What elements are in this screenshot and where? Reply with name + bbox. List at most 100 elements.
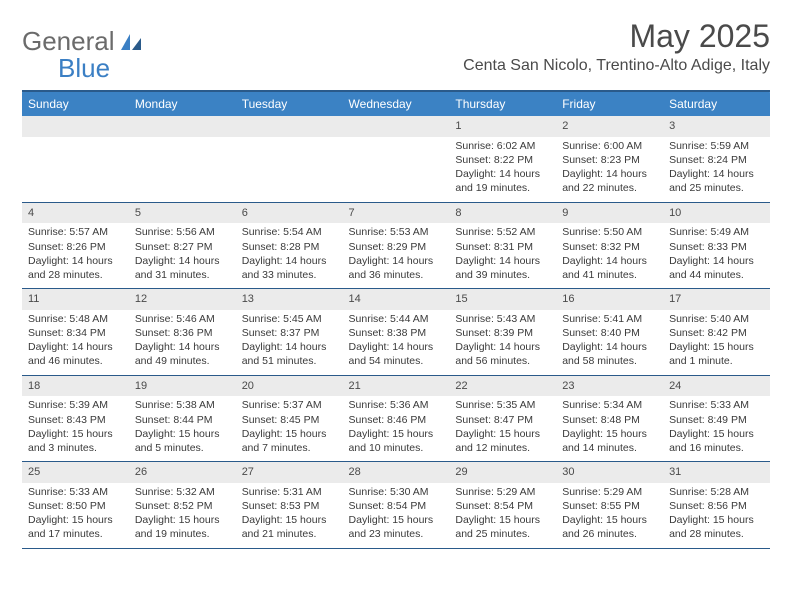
sunrise-text: Sunrise: 5:38 AM <box>135 398 230 412</box>
day-number: 10 <box>663 203 770 224</box>
day-number: 20 <box>236 376 343 397</box>
sunrise-text: Sunrise: 5:57 AM <box>28 225 123 239</box>
daylight-text: Daylight: 14 hours and 49 minutes. <box>135 340 230 368</box>
sunset-text: Sunset: 8:54 PM <box>455 499 550 513</box>
calendar-cell: 17Sunrise: 5:40 AMSunset: 8:42 PMDayligh… <box>663 289 770 376</box>
day-number: 12 <box>129 289 236 310</box>
sunset-text: Sunset: 8:55 PM <box>562 499 657 513</box>
day-detail: Sunrise: 5:53 AMSunset: 8:29 PMDaylight:… <box>343 223 450 288</box>
sunset-text: Sunset: 8:49 PM <box>669 413 764 427</box>
day-header-saturday: Saturday <box>663 91 770 116</box>
day-number: 1 <box>449 116 556 137</box>
day-detail: Sunrise: 5:35 AMSunset: 8:47 PMDaylight:… <box>449 396 556 461</box>
day-detail <box>22 137 129 199</box>
day-detail: Sunrise: 5:33 AMSunset: 8:50 PMDaylight:… <box>22 483 129 548</box>
calendar-cell: 18Sunrise: 5:39 AMSunset: 8:43 PMDayligh… <box>22 375 129 462</box>
day-number: 22 <box>449 376 556 397</box>
calendar-cell: 24Sunrise: 5:33 AMSunset: 8:49 PMDayligh… <box>663 375 770 462</box>
calendar-cell: 30Sunrise: 5:29 AMSunset: 8:55 PMDayligh… <box>556 462 663 549</box>
daylight-text: Daylight: 14 hours and 39 minutes. <box>455 254 550 282</box>
calendar-cell: 27Sunrise: 5:31 AMSunset: 8:53 PMDayligh… <box>236 462 343 549</box>
day-number: 19 <box>129 376 236 397</box>
daylight-text: Daylight: 14 hours and 36 minutes. <box>349 254 444 282</box>
sunrise-text: Sunrise: 5:32 AM <box>135 485 230 499</box>
day-number: 21 <box>343 376 450 397</box>
daylight-text: Daylight: 15 hours and 25 minutes. <box>455 513 550 541</box>
day-number: 17 <box>663 289 770 310</box>
daylight-text: Daylight: 15 hours and 21 minutes. <box>242 513 337 541</box>
day-detail: Sunrise: 5:50 AMSunset: 8:32 PMDaylight:… <box>556 223 663 288</box>
daylight-text: Daylight: 14 hours and 51 minutes. <box>242 340 337 368</box>
day-number: 14 <box>343 289 450 310</box>
sunset-text: Sunset: 8:52 PM <box>135 499 230 513</box>
calendar-cell: 21Sunrise: 5:36 AMSunset: 8:46 PMDayligh… <box>343 375 450 462</box>
sunset-text: Sunset: 8:26 PM <box>28 240 123 254</box>
daylight-text: Daylight: 14 hours and 22 minutes. <box>562 167 657 195</box>
calendar-page: General May 2025 Centa San Nicolo, Trent… <box>0 0 792 567</box>
sunrise-text: Sunrise: 5:29 AM <box>562 485 657 499</box>
sunset-text: Sunset: 8:54 PM <box>349 499 444 513</box>
day-detail: Sunrise: 5:38 AMSunset: 8:44 PMDaylight:… <box>129 396 236 461</box>
calendar-body: 1Sunrise: 6:02 AMSunset: 8:22 PMDaylight… <box>22 116 770 548</box>
sunset-text: Sunset: 8:56 PM <box>669 499 764 513</box>
day-number: 30 <box>556 462 663 483</box>
sunset-text: Sunset: 8:28 PM <box>242 240 337 254</box>
sunrise-text: Sunrise: 5:41 AM <box>562 312 657 326</box>
day-detail: Sunrise: 5:31 AMSunset: 8:53 PMDaylight:… <box>236 483 343 548</box>
day-number: 4 <box>22 203 129 224</box>
calendar-week-row: 18Sunrise: 5:39 AMSunset: 8:43 PMDayligh… <box>22 375 770 462</box>
sunrise-text: Sunrise: 5:50 AM <box>562 225 657 239</box>
calendar-cell: 31Sunrise: 5:28 AMSunset: 8:56 PMDayligh… <box>663 462 770 549</box>
day-number: 27 <box>236 462 343 483</box>
calendar-cell: 15Sunrise: 5:43 AMSunset: 8:39 PMDayligh… <box>449 289 556 376</box>
sunset-text: Sunset: 8:22 PM <box>455 153 550 167</box>
sunset-text: Sunset: 8:50 PM <box>28 499 123 513</box>
sunrise-text: Sunrise: 5:49 AM <box>669 225 764 239</box>
sunset-text: Sunset: 8:36 PM <box>135 326 230 340</box>
calendar-cell: 20Sunrise: 5:37 AMSunset: 8:45 PMDayligh… <box>236 375 343 462</box>
calendar-cell: 3Sunrise: 5:59 AMSunset: 8:24 PMDaylight… <box>663 116 770 202</box>
sunset-text: Sunset: 8:48 PM <box>562 413 657 427</box>
calendar-week-row: 1Sunrise: 6:02 AMSunset: 8:22 PMDaylight… <box>22 116 770 202</box>
day-detail: Sunrise: 5:41 AMSunset: 8:40 PMDaylight:… <box>556 310 663 375</box>
day-detail: Sunrise: 5:33 AMSunset: 8:49 PMDaylight:… <box>663 396 770 461</box>
day-number <box>129 116 236 137</box>
day-detail: Sunrise: 5:30 AMSunset: 8:54 PMDaylight:… <box>343 483 450 548</box>
day-detail <box>129 137 236 199</box>
day-detail: Sunrise: 5:54 AMSunset: 8:28 PMDaylight:… <box>236 223 343 288</box>
calendar-cell: 13Sunrise: 5:45 AMSunset: 8:37 PMDayligh… <box>236 289 343 376</box>
day-number: 18 <box>22 376 129 397</box>
day-number: 16 <box>556 289 663 310</box>
day-detail: Sunrise: 5:39 AMSunset: 8:43 PMDaylight:… <box>22 396 129 461</box>
sunrise-text: Sunrise: 5:52 AM <box>455 225 550 239</box>
sunset-text: Sunset: 8:44 PM <box>135 413 230 427</box>
sunrise-text: Sunrise: 5:33 AM <box>669 398 764 412</box>
daylight-text: Daylight: 15 hours and 7 minutes. <box>242 427 337 455</box>
sunset-text: Sunset: 8:27 PM <box>135 240 230 254</box>
day-number: 9 <box>556 203 663 224</box>
day-detail: Sunrise: 5:59 AMSunset: 8:24 PMDaylight:… <box>663 137 770 202</box>
day-detail: Sunrise: 6:02 AMSunset: 8:22 PMDaylight:… <box>449 137 556 202</box>
day-header-monday: Monday <box>129 91 236 116</box>
day-number <box>236 116 343 137</box>
calendar-week-row: 11Sunrise: 5:48 AMSunset: 8:34 PMDayligh… <box>22 289 770 376</box>
calendar-cell: 23Sunrise: 5:34 AMSunset: 8:48 PMDayligh… <box>556 375 663 462</box>
daylight-text: Daylight: 15 hours and 23 minutes. <box>349 513 444 541</box>
daylight-text: Daylight: 14 hours and 46 minutes. <box>28 340 123 368</box>
day-detail: Sunrise: 5:40 AMSunset: 8:42 PMDaylight:… <box>663 310 770 375</box>
sunrise-text: Sunrise: 5:39 AM <box>28 398 123 412</box>
day-detail: Sunrise: 5:28 AMSunset: 8:56 PMDaylight:… <box>663 483 770 548</box>
sunrise-text: Sunrise: 5:30 AM <box>349 485 444 499</box>
calendar-cell: 28Sunrise: 5:30 AMSunset: 8:54 PMDayligh… <box>343 462 450 549</box>
day-detail: Sunrise: 5:48 AMSunset: 8:34 PMDaylight:… <box>22 310 129 375</box>
day-number: 24 <box>663 376 770 397</box>
day-number: 28 <box>343 462 450 483</box>
day-detail: Sunrise: 5:29 AMSunset: 8:55 PMDaylight:… <box>556 483 663 548</box>
calendar-table: Sunday Monday Tuesday Wednesday Thursday… <box>22 90 770 549</box>
daylight-text: Daylight: 15 hours and 12 minutes. <box>455 427 550 455</box>
calendar-cell: 19Sunrise: 5:38 AMSunset: 8:44 PMDayligh… <box>129 375 236 462</box>
day-number: 5 <box>129 203 236 224</box>
day-number: 26 <box>129 462 236 483</box>
sunset-text: Sunset: 8:23 PM <box>562 153 657 167</box>
sunrise-text: Sunrise: 5:59 AM <box>669 139 764 153</box>
